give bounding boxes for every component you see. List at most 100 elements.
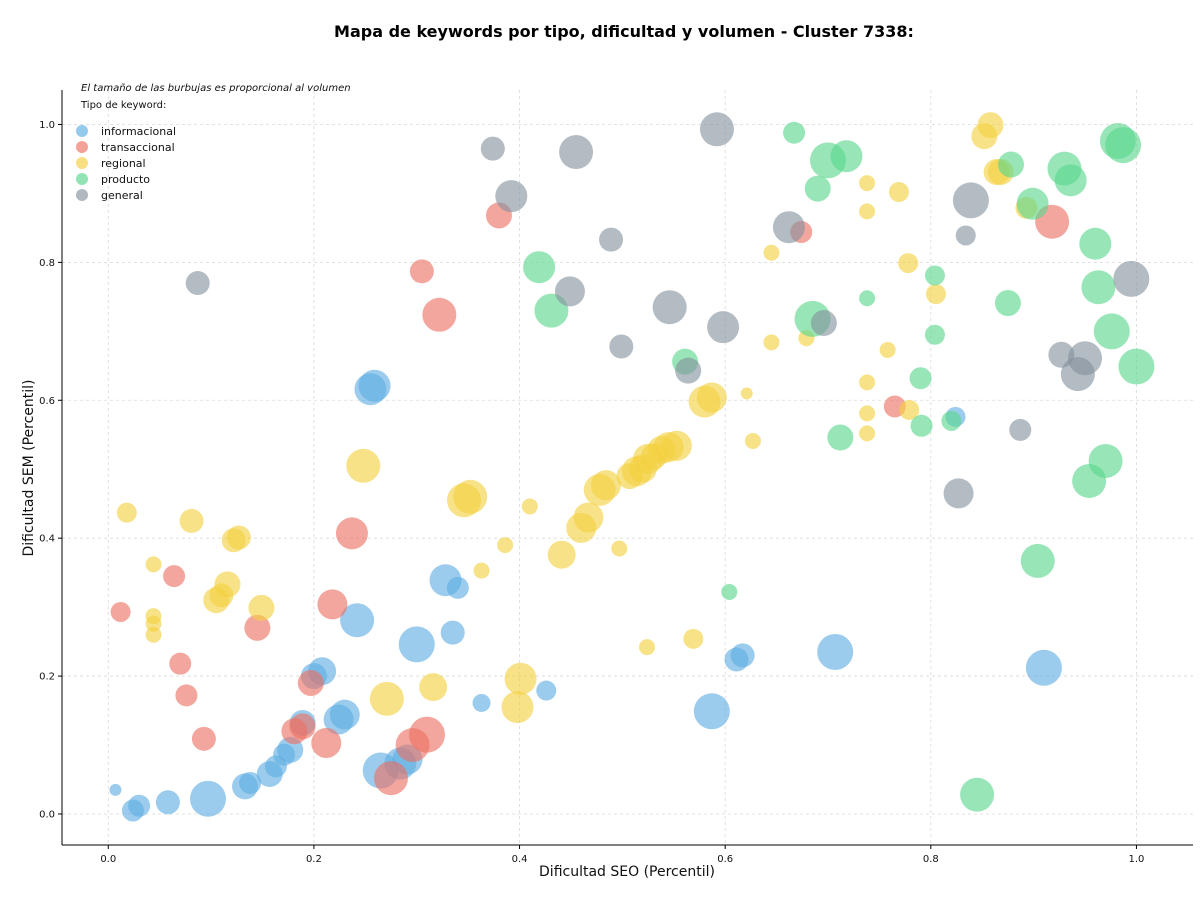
legend-marker-informacional — [76, 125, 88, 137]
bubble-regional-51 — [888, 182, 909, 203]
bubble-regional-26 — [590, 470, 621, 501]
bubble-regional-10 — [226, 525, 251, 550]
y-tick-label-2: 0.4 — [39, 534, 55, 545]
bubble-general-13 — [943, 478, 974, 509]
x-tick-label-5: 1.0 — [1128, 854, 1144, 865]
size-note: El tamaño de las burbujas es proporciona… — [81, 83, 351, 94]
bubble-general-5 — [599, 227, 624, 252]
bubble-regional-43 — [763, 334, 780, 351]
bubble-transaccional-8 — [297, 669, 324, 696]
bubble-regional-19 — [501, 691, 534, 724]
bubble-producto-11 — [909, 367, 932, 390]
x-axis-label: Dificultad SEO (Percentil) — [539, 864, 715, 880]
bubble-informacional-22 — [398, 626, 435, 663]
bubble-producto-13 — [924, 324, 945, 345]
bubble-regional-5 — [179, 508, 204, 533]
bubble-producto-24 — [1079, 227, 1112, 260]
bubble-informacional-18 — [358, 369, 391, 402]
bubble-general-3 — [554, 276, 585, 307]
legend-label-regional: regional — [101, 157, 146, 170]
series-regional — [116, 112, 1038, 724]
bubble-regional-12 — [346, 448, 381, 483]
bubble-general-4 — [559, 135, 594, 170]
bubble-producto-14 — [924, 265, 945, 286]
bubble-regional-24 — [573, 502, 604, 533]
bubble-producto-9 — [830, 140, 863, 173]
bubble-general-9 — [699, 112, 734, 147]
bubble-transaccional-1 — [163, 565, 186, 588]
bubble-regional-37 — [683, 628, 704, 649]
bubble-transaccional-11 — [335, 517, 368, 550]
y-tick-label-1: 0.2 — [39, 672, 55, 683]
bubble-transaccional-14 — [409, 259, 434, 284]
bubble-general-1 — [480, 136, 505, 161]
bubble-general-12 — [810, 310, 837, 337]
legend: informacional transaccional regional produc… — [76, 125, 176, 202]
axes: 0.0 0.2 0.4 0.6 0.8 1.0 0.0 0.2 0.4 0.6 0.8 1.0 — [39, 90, 1193, 865]
bubble-producto-16 — [960, 777, 995, 812]
bubble-general-0 — [185, 271, 210, 296]
bubble-regional-17 — [473, 562, 490, 579]
bubble-transaccional-3 — [175, 684, 198, 707]
bubble-informacional-27 — [536, 680, 557, 701]
bubble-regional-13 — [369, 681, 404, 716]
legend-marker-general — [76, 189, 88, 201]
bubble-regional-52 — [898, 253, 919, 274]
bubble-informacional-31 — [817, 633, 854, 670]
bubble-informacional-4 — [190, 780, 227, 817]
bubble-transaccional-15 — [409, 716, 446, 753]
bubble-producto-30 — [1118, 348, 1155, 385]
series-informacional — [109, 369, 1062, 822]
bubble-regional-50 — [879, 341, 896, 358]
bubble-transaccional-16 — [422, 297, 457, 332]
bubble-informacional-25 — [446, 576, 469, 599]
bubble-regional-27 — [611, 540, 628, 557]
bubble-regional-20 — [504, 662, 537, 695]
bubble-regional-1 — [145, 556, 162, 573]
bubble-producto-22 — [1054, 164, 1087, 197]
bubble-producto-15 — [941, 410, 962, 431]
bubble-regional-56 — [977, 112, 1004, 139]
bubble-producto-19 — [1016, 187, 1049, 220]
bubble-producto-17 — [994, 290, 1021, 317]
bubble-regional-40 — [740, 387, 753, 400]
bubble-regional-54 — [925, 284, 946, 305]
bubble-general-6 — [609, 334, 634, 359]
bubble-transaccional-7 — [289, 713, 316, 740]
bubble-producto-18 — [998, 151, 1025, 178]
x-tick-label-1: 0.2 — [306, 854, 322, 865]
bubble-informacional-30 — [730, 643, 755, 668]
y-axis-label: Dificultad SEM (Percentil) — [21, 380, 37, 557]
bubble-regional-4 — [145, 626, 162, 643]
bubble-regional-39 — [696, 382, 727, 413]
bubble-general-15 — [952, 182, 989, 219]
bubble-regional-8 — [214, 571, 241, 598]
y-tick-label-0: 0.0 — [39, 809, 55, 820]
legend-marker-regional — [76, 157, 88, 169]
bubble-general-16 — [1009, 418, 1032, 441]
legend-label-general: general — [101, 189, 143, 202]
chart-title: Mapa de keywords por tipo, dificultad y … — [334, 22, 914, 41]
x-tick-label-3: 0.6 — [717, 854, 733, 865]
bubble-general-8 — [675, 357, 702, 384]
bubble-producto-12 — [910, 414, 933, 437]
bubble-regional-11 — [248, 594, 275, 621]
bubble-transaccional-5 — [244, 614, 271, 641]
x-tick-label-0: 0.0 — [100, 854, 116, 865]
bubble-regional-41 — [744, 432, 761, 449]
bubble-informacional-15 — [329, 699, 360, 730]
bubble-regional-53 — [899, 399, 920, 420]
bubble-general-11 — [772, 211, 805, 244]
bubble-transaccional-4 — [191, 726, 216, 751]
bubble-regional-18 — [497, 537, 514, 554]
bubble-general-10 — [707, 311, 740, 344]
bubble-informacional-26 — [472, 693, 491, 712]
bubble-general-20 — [1113, 260, 1150, 297]
bubble-regional-22 — [547, 540, 576, 569]
bubble-general-2 — [495, 180, 528, 213]
bubble-producto-4 — [783, 121, 806, 144]
bubble-informacional-0 — [109, 783, 122, 796]
legend-title: Tipo de keyword: — [80, 100, 166, 111]
bubble-regional-48 — [859, 405, 876, 422]
